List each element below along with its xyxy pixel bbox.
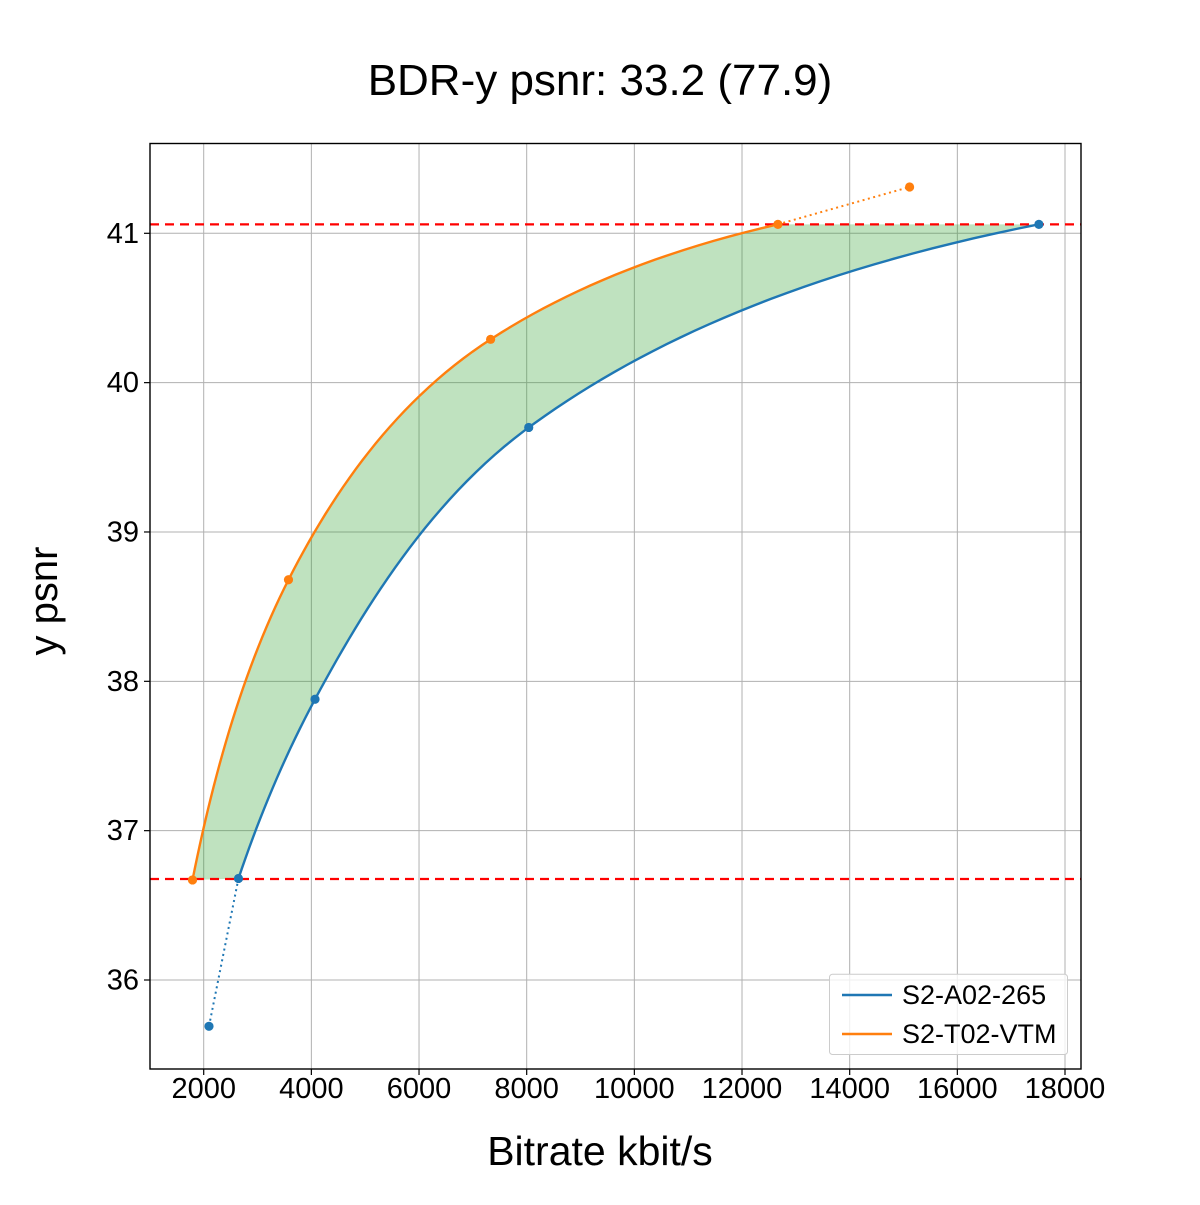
svg-text:2000: 2000 bbox=[171, 1073, 236, 1105]
svg-text:8000: 8000 bbox=[494, 1073, 559, 1105]
svg-text:41: 41 bbox=[107, 218, 139, 250]
svg-text:14000: 14000 bbox=[809, 1073, 890, 1105]
svg-text:6000: 6000 bbox=[387, 1073, 452, 1105]
svg-text:12000: 12000 bbox=[702, 1073, 783, 1105]
svg-text:16000: 16000 bbox=[917, 1073, 998, 1105]
svg-text:S2-T02-VTM: S2-T02-VTM bbox=[902, 1019, 1057, 1049]
svg-text:18000: 18000 bbox=[1025, 1073, 1106, 1105]
svg-text:4000: 4000 bbox=[279, 1073, 344, 1105]
svg-text:36: 36 bbox=[107, 965, 139, 997]
svg-text:S2-A02-265: S2-A02-265 bbox=[902, 980, 1046, 1010]
svg-text:40: 40 bbox=[107, 367, 139, 399]
svg-text:10000: 10000 bbox=[594, 1073, 675, 1105]
svg-text:38: 38 bbox=[107, 666, 139, 698]
svg-text:39: 39 bbox=[107, 516, 139, 548]
svg-text:37: 37 bbox=[107, 815, 139, 847]
